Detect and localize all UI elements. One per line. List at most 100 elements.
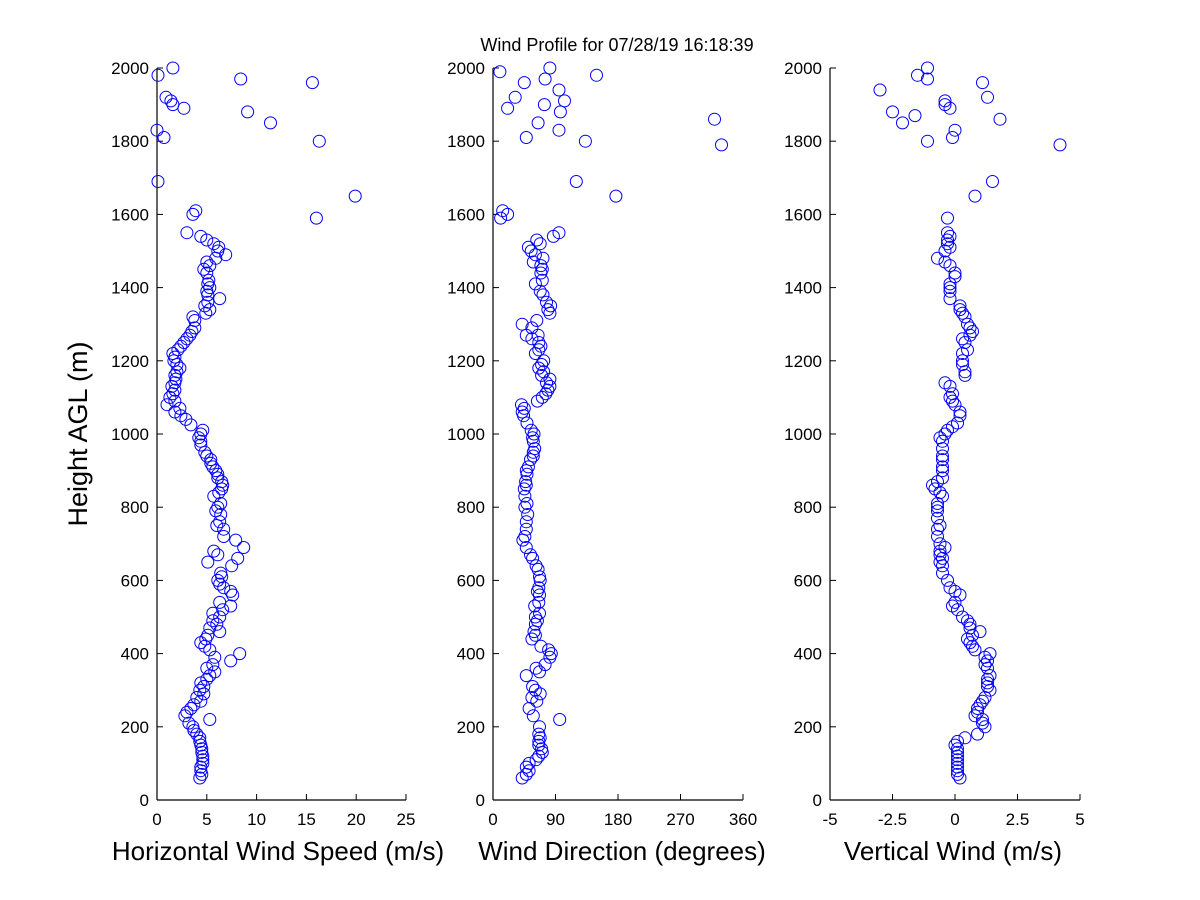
- direction-y-tick-label: 2000: [447, 59, 485, 78]
- direction-data-point: [501, 207, 515, 221]
- vertical-data-point: [953, 299, 967, 313]
- speed-data-point: [206, 460, 220, 474]
- vertical-y-tick-label: 600: [794, 571, 822, 590]
- direction-data-point: [590, 68, 603, 82]
- speed-data-point: [210, 519, 224, 532]
- speed-data-point: [183, 328, 197, 342]
- direction-data-point: [533, 284, 547, 298]
- vertical-data-point: [956, 306, 969, 320]
- direction-data-point: [519, 522, 533, 536]
- speed-data-point: [224, 584, 238, 598]
- direction-data-point: [521, 508, 535, 521]
- vertical-data-point: [938, 376, 952, 390]
- speed-data-point: [348, 189, 362, 203]
- vertical-data-point: [941, 573, 954, 587]
- direction-y-tick-label: 1000: [447, 425, 485, 444]
- direction-data-point: [526, 255, 540, 269]
- speed-y-tick-label: 600: [121, 571, 149, 590]
- panel-wind-direction: 0 90 180 270 360 0 200 400 600 800 1000 1200 1400 16…: [447, 59, 766, 866]
- vertical-data-point: [928, 482, 942, 496]
- speed-data-point: [237, 541, 251, 554]
- direction-data-point: [524, 548, 537, 562]
- speed-data-point: [312, 134, 326, 148]
- speed-y-tick-label: 1200: [111, 352, 149, 371]
- speed-data-point: [195, 745, 209, 759]
- direction-data-point: [536, 251, 550, 265]
- vertical-data-point: [943, 277, 957, 291]
- speed-y-tick-label: 800: [121, 498, 149, 517]
- vertical-x-tick-label: 2.5: [1006, 810, 1030, 829]
- vertical-data-point: [896, 116, 909, 130]
- direction-data-point: [541, 303, 555, 317]
- vertical-data-point: [958, 310, 972, 324]
- speed-data-point: [234, 72, 248, 86]
- direction-x-axis-label: Wind Direction (degrees): [478, 836, 766, 866]
- speed-data-point: [180, 226, 194, 240]
- speed-data-point: [209, 464, 223, 478]
- speed-y-axis-label: Height AGL (m): [63, 341, 93, 526]
- speed-data-point: [193, 771, 207, 785]
- vertical-data-point: [946, 131, 959, 144]
- vertical-data-point: [921, 134, 934, 148]
- vertical-y-tick-label: 1200: [784, 352, 822, 371]
- speed-data-point: [224, 599, 238, 613]
- speed-y-tick-label: 1800: [111, 132, 149, 151]
- vertical-data-point: [951, 603, 964, 617]
- vertical-data-point: [933, 431, 947, 445]
- direction-x-tick-label: 180: [604, 810, 632, 829]
- direction-data-point: [533, 687, 547, 701]
- vertical-data-point: [953, 771, 967, 785]
- direction-data-point: [535, 368, 549, 382]
- vertical-x-tick-label: 0: [950, 810, 959, 829]
- vertical-data-point: [961, 343, 974, 357]
- speed-data-point: [213, 292, 227, 306]
- vertical-data-point: [938, 255, 952, 269]
- direction-data-point: [539, 387, 553, 401]
- direction-data-point: [519, 515, 533, 529]
- speed-data-point: [166, 98, 180, 112]
- speed-data-point: [184, 702, 198, 715]
- speed-data-point: [194, 694, 208, 708]
- vertical-data-point: [963, 321, 977, 335]
- direction-y-tick-label: 0: [476, 791, 485, 810]
- direction-data-point: [537, 365, 551, 379]
- speed-data-point: [206, 658, 220, 672]
- direction-x-tick-label: 270: [666, 810, 694, 829]
- vertical-data-point: [931, 530, 944, 543]
- direction-data-point: [528, 610, 542, 624]
- direction-data-point: [526, 680, 540, 693]
- speed-data-point: [229, 533, 243, 547]
- direction-data-point: [533, 237, 547, 251]
- speed-data-point: [164, 94, 178, 108]
- vertical-data-point: [911, 68, 924, 82]
- direction-y-tick-label: 600: [457, 571, 485, 590]
- speed-data-point: [170, 358, 184, 371]
- speed-data-point: [217, 530, 231, 543]
- speed-y-tick-label: 200: [121, 718, 149, 737]
- vertical-data-point: [873, 83, 887, 97]
- speed-data-point: [196, 423, 210, 437]
- direction-data-point: [715, 138, 728, 152]
- direction-x-tick-label: 0: [488, 810, 497, 829]
- direction-data-point: [522, 764, 536, 778]
- speed-data-point: [209, 504, 223, 518]
- speed-data-point: [193, 734, 207, 748]
- vertical-data-point: [943, 281, 957, 295]
- direction-data-point: [520, 497, 534, 510]
- speed-data-point: [207, 544, 221, 558]
- vertical-x-tick-label: 5: [1075, 810, 1084, 829]
- speed-data-point: [200, 284, 214, 298]
- speed-data-point: [201, 628, 215, 642]
- speed-data-point: [166, 387, 180, 401]
- vertical-data-point: [931, 500, 944, 514]
- vertical-data-point: [938, 541, 952, 554]
- direction-x-tick-label: 90: [546, 810, 565, 829]
- direction-data-point: [529, 559, 543, 573]
- vertical-data-point: [941, 211, 954, 225]
- direction-data-point: [609, 189, 623, 203]
- vertical-data-point: [958, 368, 972, 382]
- direction-data-point: [708, 112, 721, 126]
- speed-data-point: [165, 379, 179, 393]
- direction-y-tick-label: 200: [457, 718, 485, 737]
- vertical-data-point: [953, 303, 967, 317]
